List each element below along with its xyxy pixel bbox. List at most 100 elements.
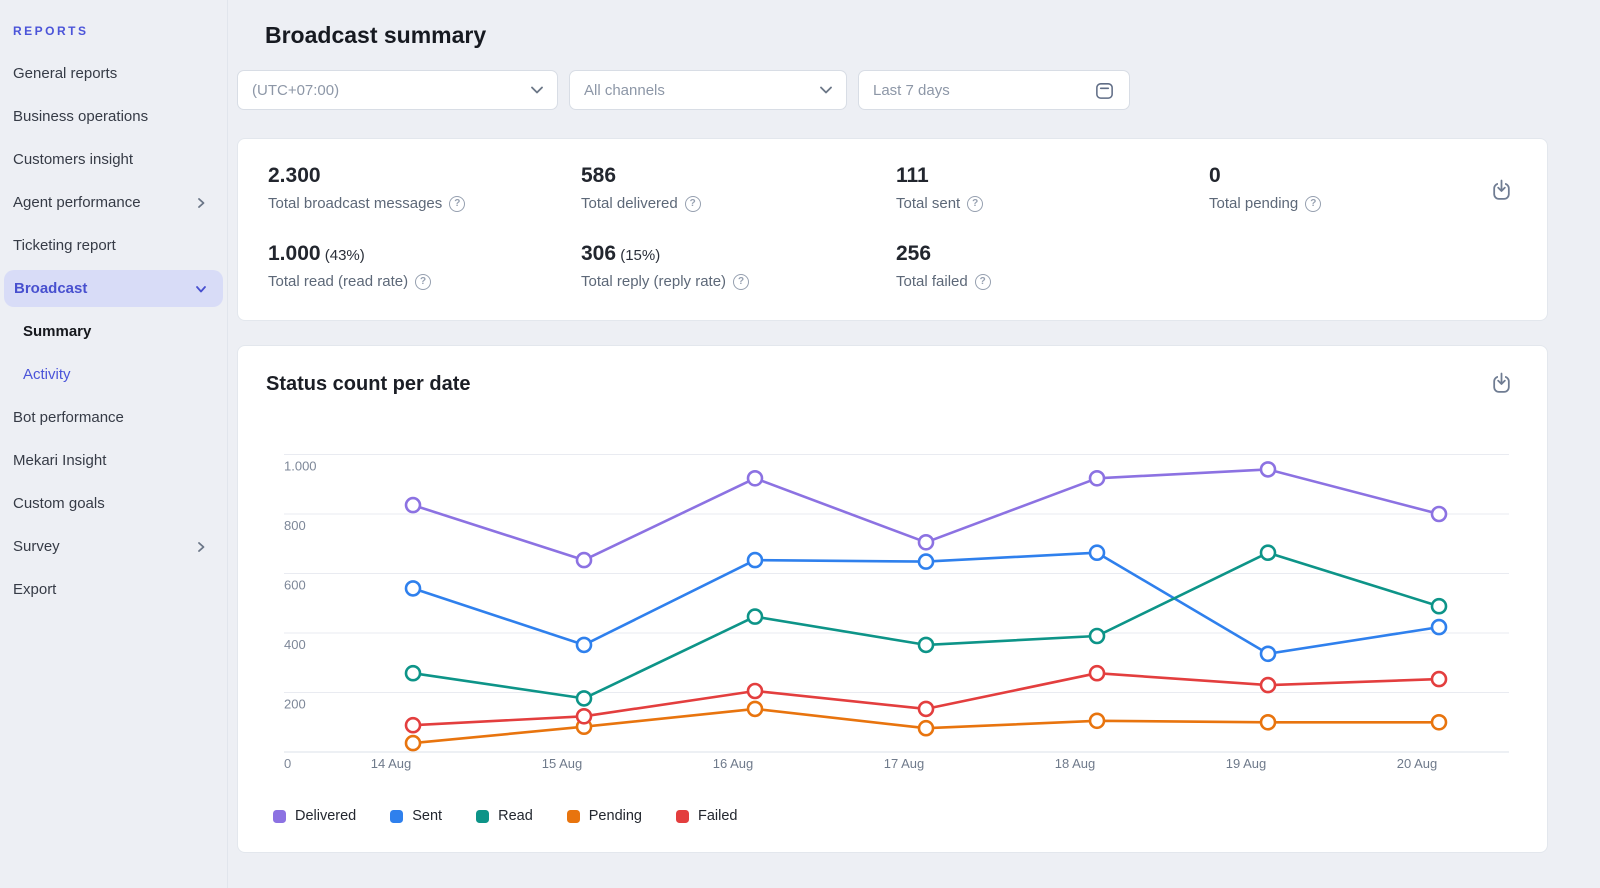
sidebar-item-label: Export — [13, 581, 57, 598]
sidebar-section-label: REPORTS — [13, 24, 89, 38]
sidebar-item-custom-goals[interactable]: Custom goals — [0, 482, 227, 525]
sidebar-item-mekari-insight[interactable]: Mekari Insight — [0, 439, 227, 482]
stat-value: 306 (15%) — [581, 242, 661, 265]
legend-label: Pending — [588, 808, 642, 824]
stat-value: 2.300 — [268, 164, 321, 187]
download-icon — [1493, 179, 1510, 200]
sidebar-item-label: Survey — [13, 538, 60, 555]
stats-grid: 2.300 Total broadcast messages? 586 Total d… — [268, 164, 1517, 290]
sidebar-item-label: Customers insight — [13, 151, 134, 168]
sidebar-item-label: Summary — [23, 323, 92, 340]
sidebar-item-label: Broadcast — [14, 280, 88, 297]
sidebar-item-label: Custom goals — [13, 495, 105, 512]
svg-text:15 Aug: 15 Aug — [542, 756, 583, 771]
summary-stats-card: 2.300 Total broadcast messages? 586 Total d… — [237, 138, 1548, 321]
legend-item-sent[interactable]: Sent — [390, 808, 442, 824]
main-area: Broadcast summary (UTC+07:00) All channe… — [228, 0, 1600, 888]
svg-text:19 Aug: 19 Aug — [1226, 756, 1267, 771]
stat-total-sent: 111 Total sent? — [896, 164, 1209, 212]
stat-label-text: Total read (read rate) — [268, 273, 409, 290]
svg-text:800: 800 — [284, 518, 306, 533]
sidebar-item-general-reports[interactable]: General reports — [0, 52, 227, 95]
stat-total-read-read-rate: 1.000 (43%) Total read (read rate)? — [268, 242, 581, 290]
legend-swatch — [390, 809, 404, 823]
stat-label: Total pending? — [1209, 195, 1517, 212]
stat-value: 0 — [1209, 164, 1221, 187]
help-icon[interactable]: ? — [967, 195, 984, 212]
legend-item-failed[interactable]: Failed — [675, 808, 738, 824]
download-summary-button[interactable] — [1490, 179, 1513, 202]
sidebar-item-label: General reports — [13, 65, 118, 82]
date-range-value: Last 7 days — [873, 81, 950, 99]
help-icon[interactable]: ? — [684, 195, 701, 212]
help-icon[interactable]: ? — [415, 273, 432, 290]
sidebar-item-business-operations[interactable]: Business operations — [0, 95, 227, 138]
chevron-right-icon — [198, 541, 205, 552]
help-icon[interactable]: ? — [733, 273, 750, 290]
stat-label: Total failed? — [896, 273, 1209, 290]
line-chart-canvas: 0 200 400 600 800 1.000 14 Aug 15 Aug 16 Aug 17 A… — [284, 434, 1509, 782]
chevron-right-icon — [198, 197, 205, 208]
stat-label: Total reply (reply rate)? — [581, 273, 896, 290]
chart-title: Status count per date — [266, 373, 471, 395]
stat-label-text: Total failed — [896, 273, 968, 290]
filter-bar: (UTC+07:00) All channels Last 7 days — [237, 70, 1548, 110]
stat-value: 586 — [581, 164, 617, 187]
sidebar-item-export[interactable]: Export — [0, 568, 227, 611]
chevron-down-icon — [196, 285, 206, 292]
sidebar-item-agent-performance[interactable]: Agent performance — [0, 181, 227, 224]
stat-total-broadcast-messages: 2.300 Total broadcast messages? — [268, 164, 581, 212]
legend-item-read[interactable]: Read — [476, 808, 533, 824]
date-range-select[interactable]: Last 7 days — [858, 70, 1130, 110]
sidebar-item-bot-performance[interactable]: Bot performance — [0, 396, 227, 439]
sidebar-item-label: Ticketing report — [13, 237, 116, 254]
download-icon — [1493, 372, 1510, 393]
legend-label: Delivered — [295, 808, 357, 824]
stat-label: Total broadcast messages? — [268, 195, 581, 212]
sidebar-item-summary[interactable]: Summary — [0, 310, 227, 353]
svg-text:400: 400 — [284, 637, 306, 652]
content-column: Broadcast summary (UTC+07:00) All channe… — [237, 0, 1548, 853]
status-count-line-chart: 0 200 400 600 800 1.000 14 Aug 15 Aug 16 Aug 17 A… — [284, 454, 1509, 771]
sidebar-item-label: Bot performance — [13, 409, 124, 426]
reports-sidebar: REPORTS General reports Business operatio… — [0, 0, 228, 888]
timezone-select[interactable]: (UTC+07:00) — [237, 70, 558, 110]
stat-value: 256 — [896, 242, 932, 265]
channel-select-value: All channels — [584, 81, 665, 99]
stat-value: 111 — [896, 164, 929, 187]
stat-total-reply-reply-rate: 306 (15%) Total reply (reply rate)? — [581, 242, 896, 290]
stat-rate-suffix: (43%) — [320, 247, 365, 264]
legend-item-delivered[interactable]: Delivered — [273, 808, 356, 824]
stat-rate-suffix: (15%) — [616, 247, 661, 264]
sidebar-item-customers-insight[interactable]: Customers insight — [0, 138, 227, 181]
sidebar-item-survey[interactable]: Survey — [0, 525, 227, 568]
stat-label: Total sent? — [896, 195, 1209, 212]
stat-label-text: Total sent — [896, 195, 961, 212]
help-icon[interactable]: ? — [974, 273, 991, 290]
stat-label-text: Total pending — [1209, 195, 1299, 212]
svg-text:0: 0 — [284, 756, 291, 771]
sidebar-item-label: Business operations — [13, 108, 149, 125]
svg-text:200: 200 — [284, 697, 306, 712]
sidebar-item-label: Mekari Insight — [13, 452, 107, 469]
stat-value: 1.000 (43%) — [268, 242, 365, 265]
sidebar-item-broadcast[interactable]: Broadcast — [4, 270, 223, 307]
page-title: Broadcast summary — [265, 22, 487, 48]
sidebar-item-label: Activity — [23, 366, 71, 383]
stat-total-failed: 256 Total failed? — [896, 242, 1209, 290]
legend-label: Sent — [412, 808, 443, 824]
help-icon[interactable]: ? — [449, 195, 466, 212]
channel-select[interactable]: All channels — [569, 70, 847, 110]
stat-label: Total read (read rate)? — [268, 273, 581, 290]
svg-text:600: 600 — [284, 578, 306, 593]
sidebar-item-activity[interactable]: Activity — [0, 353, 227, 396]
sidebar-item-ticketing-report[interactable]: Ticketing report — [0, 224, 227, 267]
legend-label: Failed — [697, 808, 738, 824]
download-chart-button[interactable] — [1490, 372, 1513, 395]
help-icon[interactable]: ? — [1305, 195, 1322, 212]
sidebar-nav-list: General reports Business operations Custom… — [0, 52, 227, 611]
legend-swatch — [675, 809, 689, 823]
legend-item-pending[interactable]: Pending — [566, 808, 642, 824]
svg-text:20 Aug: 20 Aug — [1397, 756, 1438, 771]
